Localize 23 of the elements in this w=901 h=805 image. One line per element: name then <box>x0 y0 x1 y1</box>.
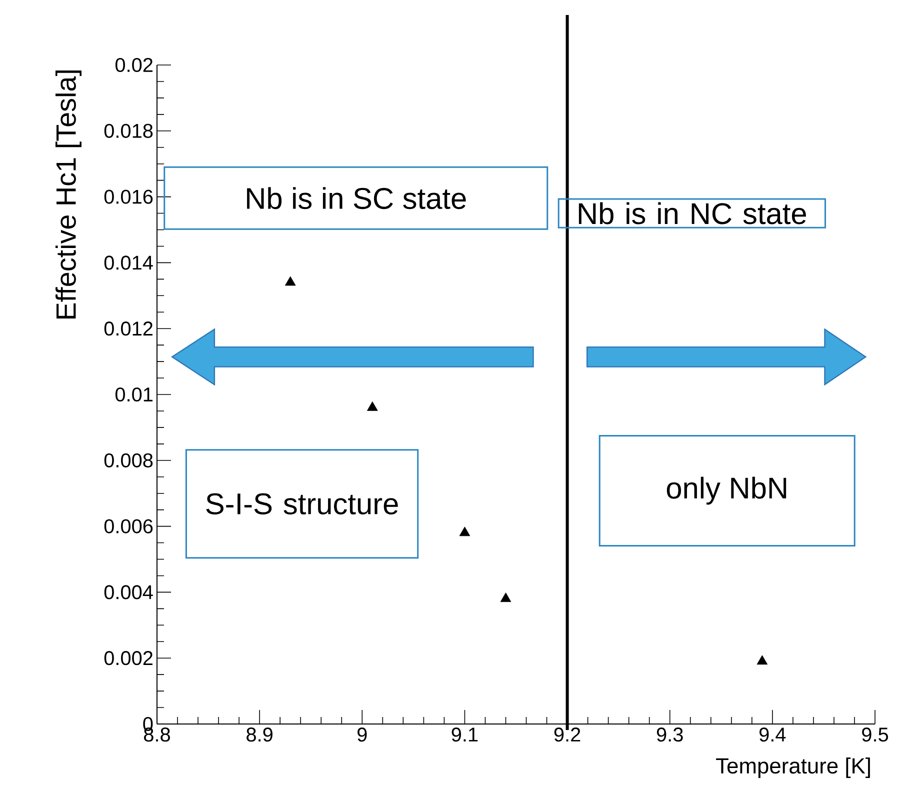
y-tick-label: 0.012 <box>104 322 152 336</box>
y-tick-label: 0.018 <box>104 124 153 138</box>
y-axis-title: Effective Hc1 [Tesla] <box>55 70 82 318</box>
x-tick-label: 9 <box>358 728 367 742</box>
x-tick-label: 8.9 <box>246 728 272 742</box>
y-tick-label: 0.01 <box>115 387 153 402</box>
x-tick-label: 9.5 <box>862 728 888 742</box>
x-tick-label: 9.1 <box>452 728 478 742</box>
y-tick-label: 0.004 <box>104 585 153 600</box>
y-tick-label: 0.014 <box>104 256 153 270</box>
x-tick-label: 9.4 <box>760 728 786 742</box>
annotation: Nb is in NC state <box>578 202 806 224</box>
annotation: S-I-S structure <box>206 493 398 514</box>
x-tick-label: 9.2 <box>554 728 580 742</box>
annotation: only NbN <box>666 476 786 505</box>
x-tick-label: 9.3 <box>656 728 683 742</box>
y-tick-label: 0.008 <box>104 453 153 468</box>
y-tick-label: 0.02 <box>115 58 152 72</box>
y-tick-label: 0.016 <box>104 190 153 204</box>
y-tick-label: 0.002 <box>104 651 152 666</box>
annotation: Nb is in SC state <box>247 187 466 210</box>
x-axis-title: Temperature [K] <box>716 758 870 778</box>
y-tick-label: 0.006 <box>104 519 153 534</box>
